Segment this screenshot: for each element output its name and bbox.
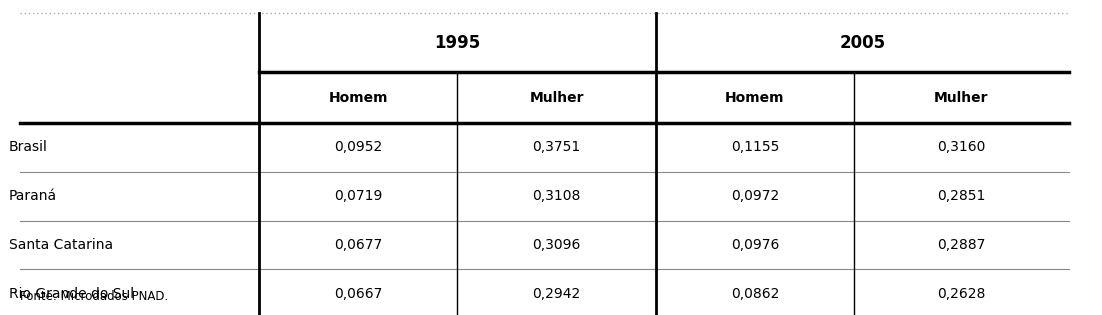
Text: 0,0667: 0,0667 [334,287,382,301]
Text: 0,2942: 0,2942 [532,287,581,301]
Text: 0,2887: 0,2887 [938,238,985,252]
Text: 0,0862: 0,0862 [731,287,779,301]
Text: 0,3160: 0,3160 [938,140,985,154]
Text: 0,3108: 0,3108 [532,189,581,203]
Text: Rio Grande do Sul: Rio Grande do Sul [9,287,134,301]
Text: 0,0719: 0,0719 [334,189,382,203]
Text: 2005: 2005 [840,33,885,52]
Text: Santa Catarina: Santa Catarina [9,238,112,252]
Text: 0,1155: 0,1155 [731,140,779,154]
Text: Brasil: Brasil [9,140,47,154]
Text: Fonte: Microdados PNAD.: Fonte: Microdados PNAD. [20,289,169,303]
Text: 0,0952: 0,0952 [334,140,382,154]
Text: Mulher: Mulher [529,91,584,105]
Text: Homem: Homem [328,91,388,105]
Text: 0,2851: 0,2851 [938,189,985,203]
Text: Mulher: Mulher [934,91,988,105]
Text: 1995: 1995 [434,33,480,52]
Text: 0,0976: 0,0976 [731,238,779,252]
Text: 0,0972: 0,0972 [731,189,779,203]
Text: Homem: Homem [725,91,785,105]
Text: 0,2628: 0,2628 [938,287,985,301]
Text: 0,3096: 0,3096 [532,238,581,252]
Text: Paraná: Paraná [9,189,57,203]
Text: 0,3751: 0,3751 [532,140,581,154]
Text: 0,0677: 0,0677 [334,238,382,252]
